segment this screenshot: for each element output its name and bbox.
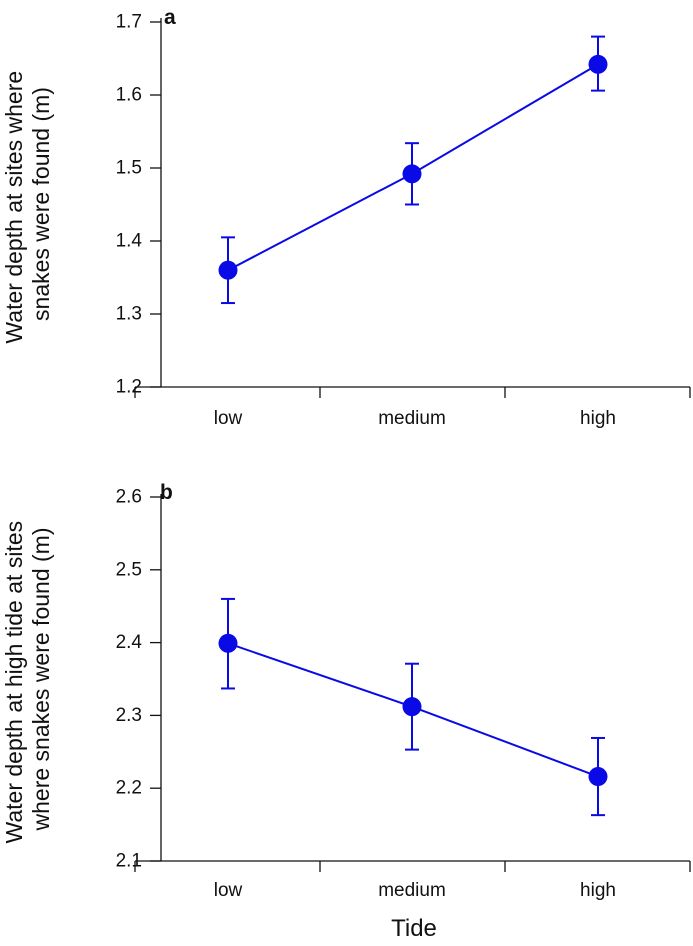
panel-b-ylabel-line-2: where snakes were found (m) xyxy=(28,528,54,832)
panel-a-marks xyxy=(218,35,608,305)
data-point-low xyxy=(218,260,238,280)
panel-b-y-tick-label: 2.6 xyxy=(116,487,142,508)
panel-a-y-tick-label: 1.6 xyxy=(116,85,142,106)
data-point-medium xyxy=(402,697,422,717)
data-point-low xyxy=(218,633,238,653)
panel-b-y-tick-label: 2.4 xyxy=(116,632,143,653)
panel-b-x-tick-label-high: high xyxy=(580,880,616,901)
panel-a-ylabel-line-1: Water depth at sites where xyxy=(1,71,27,344)
panel-a-ylabel: Water depth at sites where snakes were f… xyxy=(1,64,54,343)
data-point-high xyxy=(588,54,608,74)
data-point-high xyxy=(588,767,608,787)
panel-b-ylabel: Water depth at high tide at sites where … xyxy=(1,515,54,844)
panel-b-marks xyxy=(218,597,608,817)
panel-b: b Water depth at high tide at sites wher… xyxy=(1,481,691,942)
panel-b-y-tick-label: 2.3 xyxy=(116,705,142,726)
panel-b-label: b xyxy=(160,481,173,504)
panel-b-y-tick-label: 2.1 xyxy=(116,851,142,872)
panel-b-y-tick-label: 2.2 xyxy=(116,778,142,799)
panel-b-y-tick-label: 2.5 xyxy=(116,559,142,580)
panel-a-x-tick-label-low: low xyxy=(214,408,243,429)
panel-a-y-tick-label: 1.2 xyxy=(116,377,142,398)
panel-b-ylabel-line-1: Water depth at high tide at sites xyxy=(1,521,27,844)
panel-a-ylabel-line-2: snakes were found (m) xyxy=(28,87,54,321)
panel-a-y-tick-label: 1.5 xyxy=(116,158,142,179)
panel-a-y-tick-label: 1.3 xyxy=(116,304,142,325)
panel-b-x-tick-label-medium: medium xyxy=(378,880,446,901)
panel-a-y-tick-label: 1.7 xyxy=(116,12,142,33)
panel-a-label: a xyxy=(164,6,176,29)
panel-b-x-tick-label-low: low xyxy=(214,880,243,901)
data-point-medium xyxy=(402,164,422,184)
panel-a: a Water depth at sites where snakes were… xyxy=(1,6,691,429)
panel-a-x-tick-label-medium: medium xyxy=(378,408,446,429)
panel-a-y-tick-label: 1.4 xyxy=(116,231,143,252)
panel-a-x-tick-label-high: high xyxy=(580,408,616,429)
x-axis-title: Tide xyxy=(391,915,437,942)
